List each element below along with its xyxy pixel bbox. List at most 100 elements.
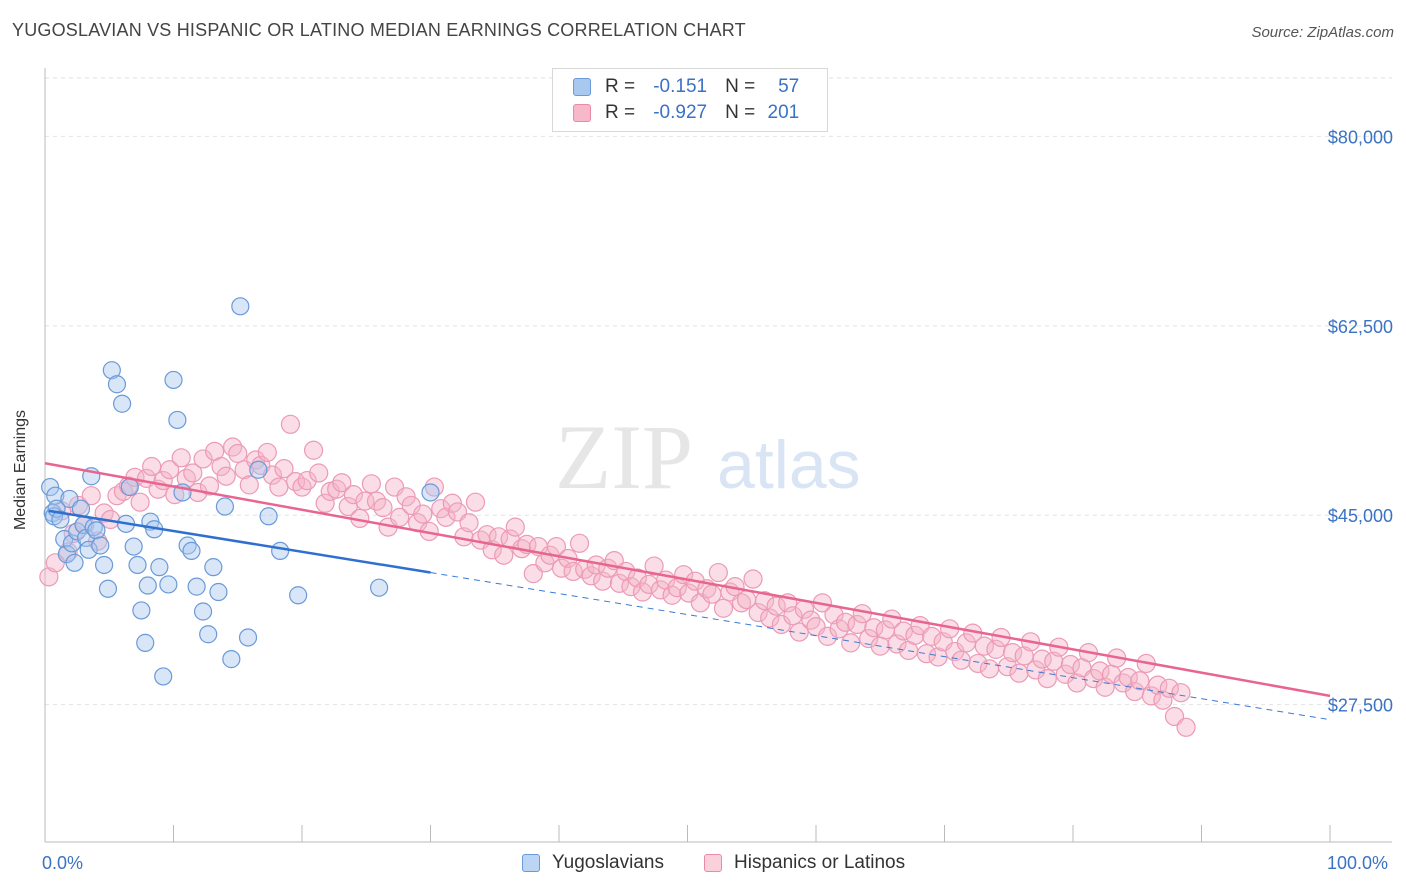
legend-label: Hispanics or Latinos [734,852,906,873]
hispanic-point [269,477,289,497]
yugoslavian-trend-extension [430,572,1331,721]
hispanic-point [841,633,861,653]
watermark-zip: ZIP [555,406,693,508]
legend-item-hispanics[interactable]: Hispanics or Latinos [704,852,905,874]
r-label: R = [605,76,636,97]
yugoslavian-trend-line [48,509,431,574]
blue-swatch [573,78,591,96]
yugoslavian-point [421,483,440,502]
hispanic-point [171,448,191,468]
yugoslavian-point [222,650,241,669]
hispanic-point [1159,678,1179,698]
legend-row-yugoslavians: R = -0.151 N = 57 [573,76,799,98]
hispanic-point [81,486,101,506]
hispanic-point [436,507,456,527]
hispanic-point [801,610,821,630]
hispanic-point [986,639,1006,659]
hispanic-point [292,477,312,497]
hispanic-point [743,569,763,589]
hispanic-point [609,573,629,593]
hispanic-point [1003,643,1023,663]
yugoslavian-point [259,507,278,526]
pink-swatch [573,104,591,122]
yugoslavian-point [51,510,70,529]
hispanic-point [332,473,352,493]
yugoslavian-point [79,540,98,559]
hispanic-point [581,566,601,586]
yugoslavian-point [98,579,118,598]
yugoslavian-point [112,394,132,413]
n-value: 201 [767,102,800,123]
hispanic-point [650,580,671,600]
hispanic-point [505,517,525,537]
hispanic-point [1148,675,1168,695]
yugoslavian-point [65,553,84,572]
hispanic-point [280,414,301,434]
legend-item-yugoslavians[interactable]: Yugoslavians [522,852,664,874]
yugoslavian-point [46,486,65,505]
yugoslavian-point [238,628,258,647]
hispanic-point [731,593,752,613]
r-value: -0.151 [653,76,708,97]
yugoslavian-point [271,541,290,561]
hispanic-point [1032,649,1052,669]
watermark: ZIP atlas [555,406,861,508]
hispanic-point [922,626,942,646]
hispanic-trend-line [44,462,1331,698]
hispanic-point [783,606,803,626]
yugoslavian-point [370,578,389,597]
y-tick-label: $80,000 [1328,127,1393,147]
pink-swatch [704,854,722,872]
hispanic-point [551,558,572,578]
hispanic-point [760,608,780,628]
legend-label: Yugoslavians [552,852,664,873]
y-tick-label: $27,500 [1328,696,1393,716]
stats-legend: R = -0.151 N = 57 R = -0.927 N = 201 [552,68,828,132]
hispanic-point [228,443,248,464]
hispanic-point [1176,717,1196,737]
hispanic-point [315,493,335,513]
yugoslavian-point [68,522,87,541]
yugoslavian-point [209,582,228,602]
yugoslavian-point [87,521,106,540]
hispanic-point [303,440,324,460]
n-label: N = [725,102,756,123]
y-tick-label: $62,500 [1328,317,1393,337]
yugoslavian-points [41,297,440,686]
yugoslavian-point [124,537,143,556]
hispanic-point [569,533,590,553]
hispanic-point [239,475,259,495]
hispanic-point [274,459,294,479]
hispanic-point [1130,671,1150,691]
yugoslavian-point [136,633,155,652]
yugoslavian-point [164,370,183,390]
y-tick-labels: $80,000 $62,500 $45,000 $27,500 [1328,127,1393,715]
hispanic-point [974,636,994,656]
axes [44,68,1392,843]
yugoslavian-point [199,625,218,644]
hispanic-point [193,449,213,469]
hispanic-point [465,492,486,512]
yugoslavian-point [159,575,178,594]
hispanic-point [160,460,180,480]
hispanic-point [39,567,59,587]
yugoslavian-point [231,297,250,316]
yugoslavian-point [62,534,82,553]
hispanic-point [1060,654,1081,675]
yugoslavian-point [204,558,223,577]
yugoslavian-point [215,497,234,516]
yugoslavian-point [168,410,187,430]
hispanic-point [864,618,884,638]
source-label: Source: ZipAtlas.com [1251,24,1394,41]
yugoslavian-point [193,602,213,621]
hispanic-point [644,556,664,576]
yugoslavian-point [120,477,139,497]
hispanic-point [130,492,150,512]
r-label: R = [605,102,636,123]
r-value: -0.927 [653,102,708,123]
hispanic-point [211,456,231,477]
yugoslavian-point [132,601,151,620]
hispanic-point [1009,663,1029,683]
hispanic-point [262,465,283,485]
yugoslavian-point [95,555,114,575]
